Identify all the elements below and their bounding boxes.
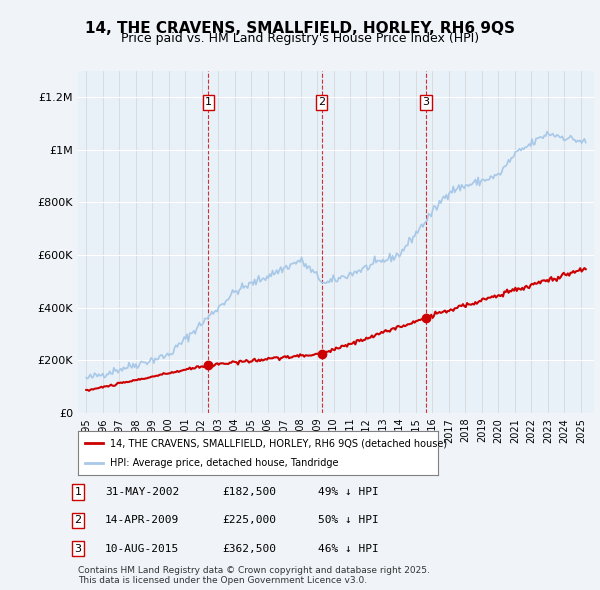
Text: 50% ↓ HPI: 50% ↓ HPI: [318, 516, 379, 525]
Text: 49% ↓ HPI: 49% ↓ HPI: [318, 487, 379, 497]
Text: £362,500: £362,500: [222, 544, 276, 553]
Text: Price paid vs. HM Land Registry's House Price Index (HPI): Price paid vs. HM Land Registry's House …: [121, 32, 479, 45]
Text: 10-AUG-2015: 10-AUG-2015: [105, 544, 179, 553]
Text: 3: 3: [74, 544, 82, 553]
Text: 14, THE CRAVENS, SMALLFIELD, HORLEY, RH6 9QS (detached house): 14, THE CRAVENS, SMALLFIELD, HORLEY, RH6…: [110, 438, 448, 448]
Text: 14, THE CRAVENS, SMALLFIELD, HORLEY, RH6 9QS: 14, THE CRAVENS, SMALLFIELD, HORLEY, RH6…: [85, 21, 515, 35]
Text: £182,500: £182,500: [222, 487, 276, 497]
Text: 1: 1: [74, 487, 82, 497]
Text: 14-APR-2009: 14-APR-2009: [105, 516, 179, 525]
Text: £225,000: £225,000: [222, 516, 276, 525]
Text: 3: 3: [422, 97, 430, 107]
Text: 46% ↓ HPI: 46% ↓ HPI: [318, 544, 379, 553]
Text: 1: 1: [205, 97, 212, 107]
Text: 31-MAY-2002: 31-MAY-2002: [105, 487, 179, 497]
Text: HPI: Average price, detached house, Tandridge: HPI: Average price, detached house, Tand…: [110, 458, 339, 467]
Text: 2: 2: [74, 516, 82, 525]
Text: 2: 2: [318, 97, 325, 107]
Text: Contains HM Land Registry data © Crown copyright and database right 2025.
This d: Contains HM Land Registry data © Crown c…: [78, 566, 430, 585]
